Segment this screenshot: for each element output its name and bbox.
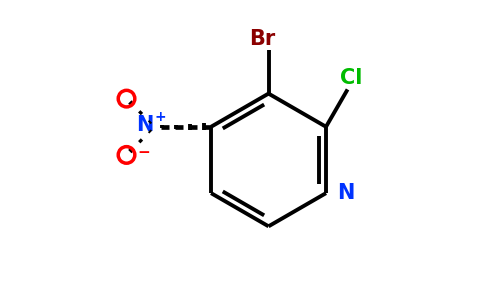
Text: Br: Br xyxy=(249,29,275,49)
Text: +: + xyxy=(155,110,166,124)
Text: −: − xyxy=(137,145,150,160)
Text: Cl: Cl xyxy=(340,68,362,88)
Text: N: N xyxy=(338,183,355,203)
Text: N: N xyxy=(136,115,153,135)
